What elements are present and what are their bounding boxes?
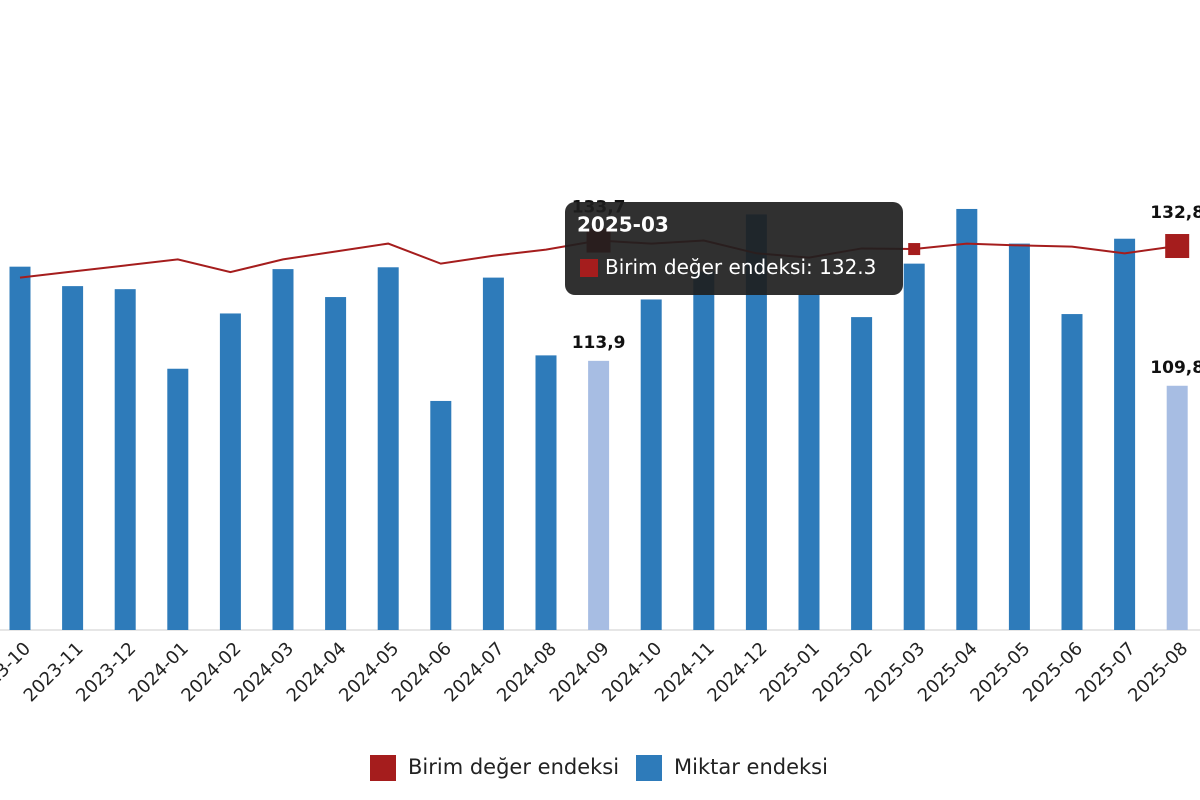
legend-label[interactable]: Miktar endeksi (674, 755, 828, 779)
bar (219, 313, 241, 630)
bar (693, 271, 715, 630)
bar (1114, 238, 1136, 630)
tooltip-value: 132.3 (819, 255, 876, 279)
tooltip-swatch (580, 259, 598, 277)
bar (62, 286, 84, 630)
bar (1061, 314, 1083, 630)
bar (377, 267, 399, 630)
bar (588, 360, 610, 630)
bar (956, 208, 978, 631)
tooltip-box (565, 202, 903, 295)
legend: Birim değer endeksi Miktar endeksi (370, 755, 828, 781)
legend-label[interactable]: Birim değer endeksi (408, 755, 619, 779)
data-label: 109,8 (1150, 358, 1200, 378)
tooltip: 2025-03 Birim değer endeksi: 132.3 (565, 202, 903, 295)
bar (640, 299, 662, 630)
bar (167, 368, 189, 630)
bar (272, 269, 294, 630)
line-marker (908, 243, 921, 256)
legend-swatch (636, 755, 662, 781)
bar (430, 400, 452, 630)
bar (535, 355, 557, 630)
bar (851, 317, 873, 630)
legend-swatch (370, 755, 396, 781)
bar (482, 277, 504, 630)
tooltip-title: 2025-03 (577, 213, 669, 237)
bar (1166, 385, 1188, 630)
line-marker (1165, 234, 1190, 259)
data-label: 113,9 (572, 333, 626, 353)
tooltip-series: Birim değer endeksi (605, 255, 806, 279)
bar (325, 297, 347, 630)
bar (903, 263, 925, 630)
bar (114, 289, 136, 630)
data-label: 132,8 (1150, 203, 1200, 223)
bar (1008, 243, 1030, 630)
bar (9, 266, 31, 630)
bar (745, 214, 767, 631)
bar (798, 294, 820, 630)
tooltip-text: Birim değer endeksi: 132.3 (605, 255, 876, 279)
